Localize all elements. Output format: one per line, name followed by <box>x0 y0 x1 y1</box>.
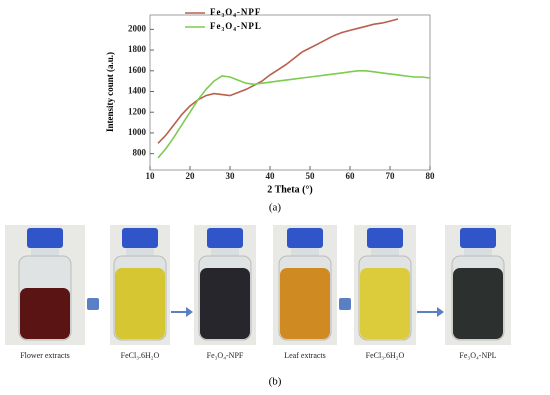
y-tick-label: 1800 <box>128 44 147 54</box>
bottle-cap <box>27 228 63 248</box>
bottle-neck <box>464 248 492 258</box>
bottle-neck <box>31 248 59 258</box>
sample-label: FeCl₃.6H₂O <box>121 351 160 360</box>
x-tick-label: 30 <box>226 171 236 181</box>
y-axis-label: Intensity count (a.u.) <box>105 52 115 132</box>
bottle-liquid <box>20 288 70 339</box>
x-tick-label: 50 <box>306 171 316 181</box>
sample-label: Leaf extracts <box>284 351 326 360</box>
sample-label: Fe₃O₄-NPF <box>207 351 244 360</box>
bottle-liquid <box>200 268 250 339</box>
bottle-liquid <box>115 268 165 339</box>
y-tick-label: 2000 <box>128 23 147 33</box>
plot-frame <box>149 14 431 171</box>
bottle-liquid <box>360 268 410 339</box>
plus-connector <box>87 298 99 310</box>
x-tick-label: 10 <box>146 171 156 181</box>
y-tick-label: 1200 <box>128 106 147 116</box>
x-axis-label: 2 Theta (°) <box>267 184 312 195</box>
bottle-cap <box>460 228 496 248</box>
y-tick-label: 1600 <box>128 65 147 75</box>
caption-a: (a) <box>269 202 282 214</box>
x-tick-label: 40 <box>266 171 276 181</box>
bottle-cap <box>207 228 243 248</box>
x-tick-label: 20 <box>186 171 196 181</box>
caption-b: (b) <box>269 376 282 388</box>
y-tick-label: 1400 <box>128 86 147 96</box>
x-tick-label: 80 <box>426 171 436 181</box>
bottle-cap <box>122 228 158 248</box>
x-tick-label: 60 <box>346 171 356 181</box>
bottle-cap <box>367 228 403 248</box>
bottle-liquid <box>280 268 330 339</box>
legend-label: Fe₃O₄-NPF <box>210 7 261 17</box>
y-tick-label: 800 <box>133 148 147 158</box>
sample-label: Fe₃O₄-NPL <box>459 351 496 360</box>
bottle-cap <box>287 228 323 248</box>
sample-label: FeCl₃.6H₂O <box>366 351 405 360</box>
bottle-neck <box>291 248 319 258</box>
y-tick-label: 1000 <box>128 127 147 137</box>
arrow-head <box>437 307 444 317</box>
legend-label: Fe₃O₄-NPL <box>210 21 262 31</box>
data-line <box>157 70 431 159</box>
bottle-neck <box>211 248 239 258</box>
bottle-neck <box>371 248 399 258</box>
arrow-head <box>186 307 193 317</box>
plus-connector <box>339 298 351 310</box>
bottle-liquid <box>453 268 503 339</box>
bottle-neck <box>126 248 154 258</box>
sample-label: Flower extracts <box>20 351 70 360</box>
x-tick-label: 70 <box>386 171 396 181</box>
